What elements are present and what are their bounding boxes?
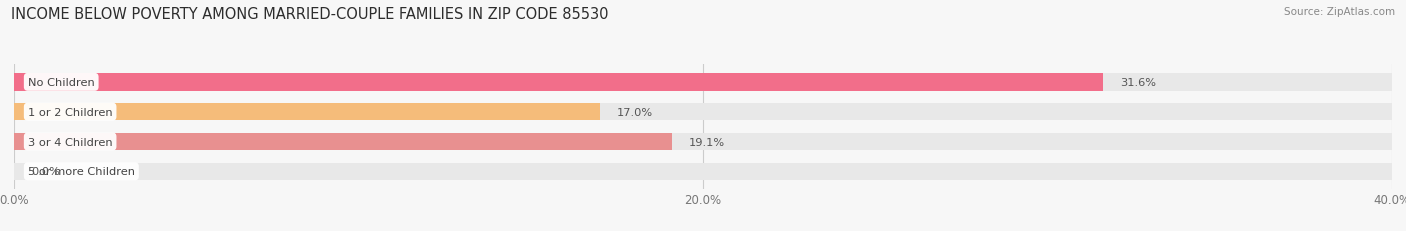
Text: 1 or 2 Children: 1 or 2 Children bbox=[28, 107, 112, 117]
Bar bbox=[14, 133, 672, 151]
Bar bbox=[14, 163, 1392, 180]
Text: 5 or more Children: 5 or more Children bbox=[28, 167, 135, 176]
Bar bbox=[14, 103, 599, 121]
Text: INCOME BELOW POVERTY AMONG MARRIED-COUPLE FAMILIES IN ZIP CODE 85530: INCOME BELOW POVERTY AMONG MARRIED-COUPL… bbox=[11, 7, 609, 22]
Text: 19.1%: 19.1% bbox=[689, 137, 725, 147]
Text: Source: ZipAtlas.com: Source: ZipAtlas.com bbox=[1284, 7, 1395, 17]
Text: No Children: No Children bbox=[28, 78, 94, 88]
Bar bbox=[14, 103, 1392, 121]
Bar bbox=[14, 133, 1392, 151]
Text: 17.0%: 17.0% bbox=[617, 107, 652, 117]
Bar bbox=[14, 74, 1102, 91]
Bar bbox=[14, 74, 1392, 91]
Text: 0.0%: 0.0% bbox=[31, 167, 60, 176]
Text: 3 or 4 Children: 3 or 4 Children bbox=[28, 137, 112, 147]
Text: 31.6%: 31.6% bbox=[1119, 78, 1156, 88]
